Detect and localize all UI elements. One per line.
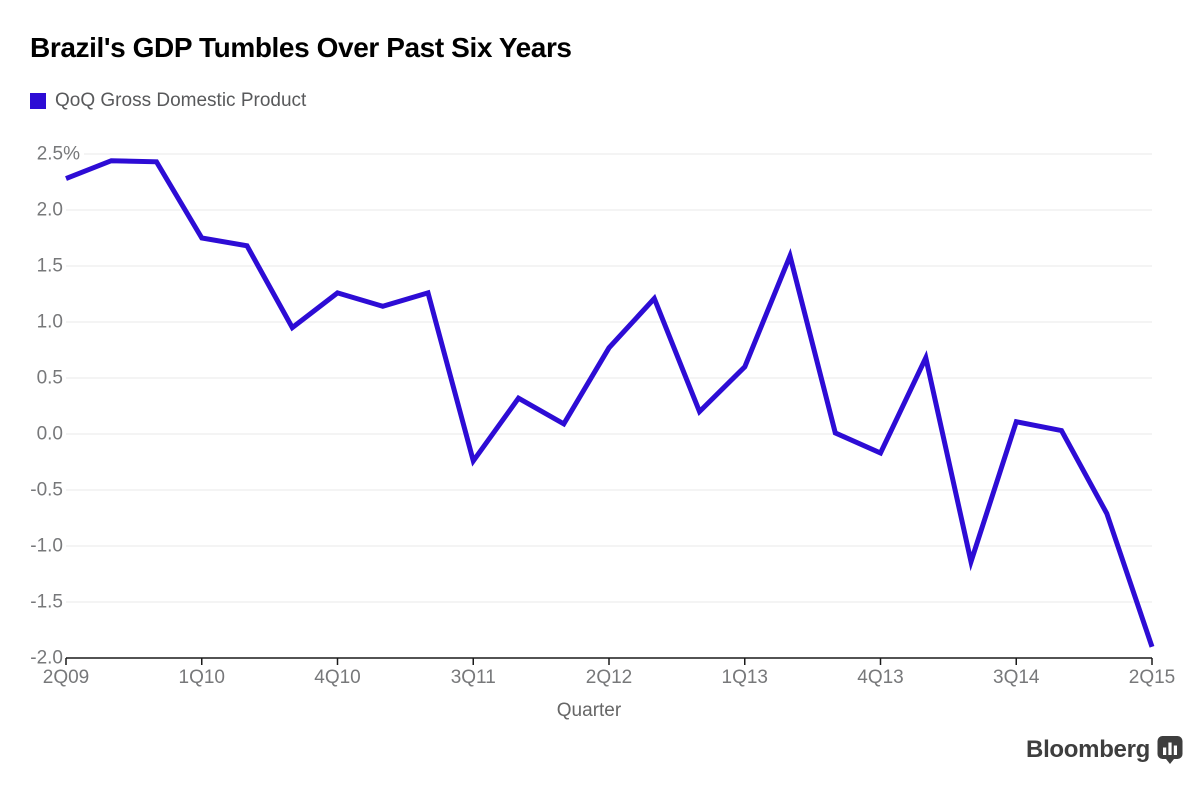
legend-series-label: QoQ Gross Domestic Product <box>55 90 307 111</box>
y-axis-tick-label: -1.5 <box>30 592 63 613</box>
bar-chart-bubble-icon <box>1157 736 1183 764</box>
x-axis-tick-label: 3Q11 <box>451 667 496 688</box>
x-axis-tick-label: 4Q10 <box>314 667 360 688</box>
chart-title: Brazil's GDP Tumbles Over Past Six Years <box>30 32 572 63</box>
y-axis-tick-label: 1.0 <box>37 312 63 333</box>
gdp-line-series <box>65 158 1155 648</box>
y-axis-tick-label: 0.0 <box>37 424 63 445</box>
y-axis-tick-label: 1.5 <box>37 256 63 277</box>
x-axis-tick-label: 2Q15 <box>1129 667 1175 688</box>
bloomberg-wordmark: Bloomberg <box>1026 735 1150 763</box>
bloomberg-brand: Bloomberg <box>1026 735 1183 764</box>
y-axis-tick-label: -1.0 <box>30 536 63 557</box>
x-axis-tick-label: 4Q13 <box>857 667 903 688</box>
x-axis-tick-label: 1Q13 <box>722 667 768 688</box>
x-axis-tick-label: 3Q14 <box>993 667 1040 688</box>
y-axis-tick-label: 2.0 <box>37 200 63 221</box>
y-axis-tick-label: -2.0 <box>30 648 63 669</box>
y-axis-tick-label: -0.5 <box>30 480 63 501</box>
legend: QoQ Gross Domestic Product <box>30 90 306 112</box>
y-axis-tick-label: 2.5% <box>37 144 80 165</box>
legend-swatch-icon <box>30 93 46 109</box>
x-axis-title: Quarter <box>557 700 622 721</box>
x-axis-tick-label: 1Q10 <box>179 667 225 688</box>
x-axis-tick-label: 2Q09 <box>43 667 89 688</box>
x-axis-tick-label: 2Q12 <box>586 667 632 688</box>
y-axis-tick-label: 0.5 <box>37 368 63 389</box>
